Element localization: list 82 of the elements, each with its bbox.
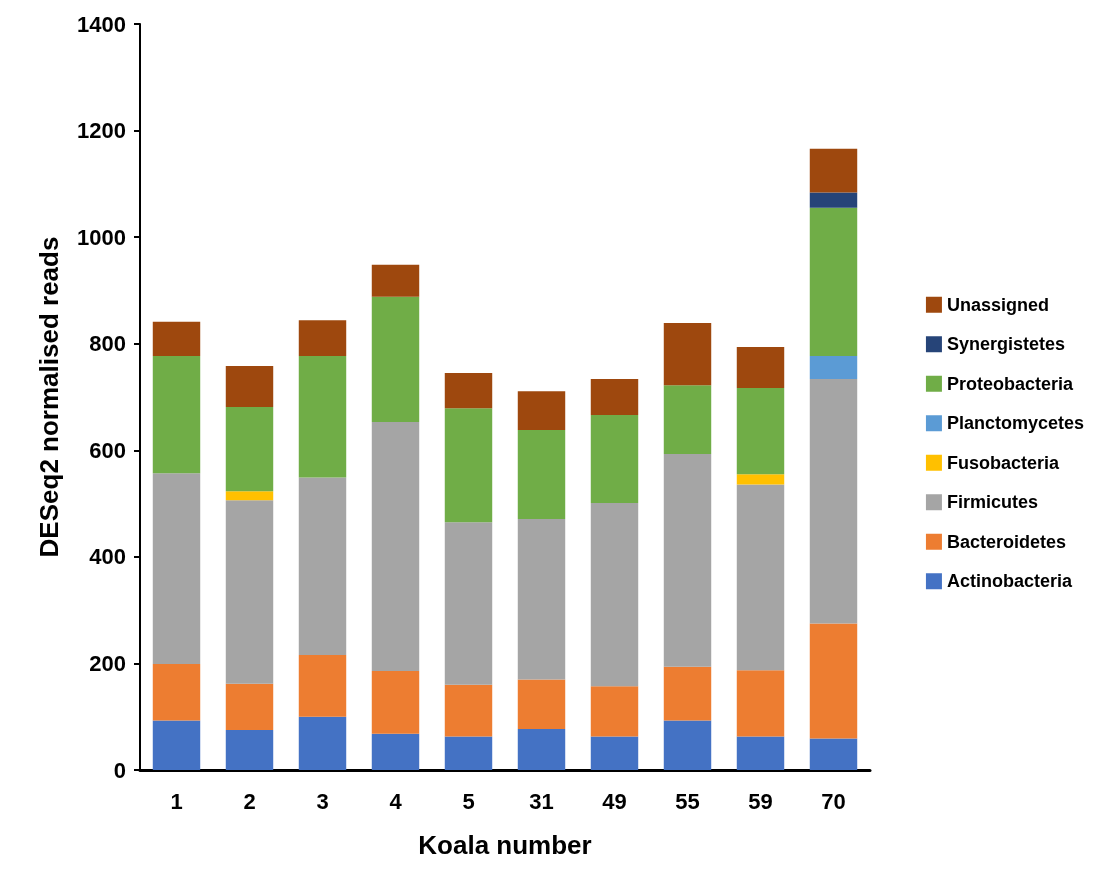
legend-label: Fusobacteria	[946, 452, 1060, 473]
bar	[663, 666, 712, 721]
bar	[225, 500, 274, 684]
bar	[736, 670, 785, 737]
legend-label: Synergistetes	[946, 334, 1065, 355]
x-tick-label: 2	[243, 788, 256, 814]
x-axis-title: Koala number	[418, 830, 592, 860]
bar	[736, 474, 785, 485]
bar	[298, 654, 347, 717]
bar	[371, 422, 420, 671]
bar	[809, 623, 858, 739]
bar	[225, 730, 274, 770]
bar	[517, 679, 566, 729]
legend-label: Unassigned	[946, 294, 1049, 315]
bar	[809, 378, 858, 624]
bar	[590, 378, 639, 416]
bar	[444, 736, 493, 770]
bar	[663, 322, 712, 386]
x-tick-label: 3	[316, 788, 329, 814]
bar	[444, 522, 493, 685]
bar	[225, 683, 274, 731]
bar	[225, 407, 274, 492]
legend-label: Firmicutes	[946, 492, 1038, 513]
y-tick-label: 1200	[77, 118, 126, 144]
bar	[736, 736, 785, 770]
bar	[809, 148, 858, 193]
bar	[444, 373, 493, 409]
bar	[444, 684, 493, 737]
x-tick-label: 49	[602, 788, 627, 814]
bar	[444, 408, 493, 523]
legend-label: Proteobacteria	[946, 373, 1074, 394]
x-tick-label: 55	[675, 788, 700, 814]
bar	[736, 346, 785, 388]
y-tick-label: 1000	[77, 224, 126, 250]
y-tick-label: 200	[89, 650, 126, 676]
bar	[298, 320, 347, 356]
bar	[152, 663, 201, 721]
bar	[371, 733, 420, 770]
legend-label: Actinobacteria	[946, 571, 1073, 592]
y-tick-label: 1400	[77, 11, 126, 37]
bar	[152, 473, 201, 664]
bar	[225, 491, 274, 501]
y-axis-title: DESeq2 normalised reads	[34, 236, 64, 558]
x-tick-label: 31	[529, 788, 554, 814]
y-tick-label: 400	[89, 544, 126, 570]
bar	[517, 519, 566, 680]
y-tick-label: 0	[113, 757, 126, 783]
bar	[517, 728, 566, 770]
y-tick-label: 800	[89, 331, 126, 357]
bar	[663, 454, 712, 667]
legend-label: Bacteroidetes	[946, 531, 1066, 552]
bar	[663, 720, 712, 770]
x-tick-label: 59	[748, 788, 773, 814]
bar	[809, 192, 858, 208]
bar	[371, 296, 420, 423]
bar	[590, 736, 639, 770]
x-tick-label: 5	[462, 788, 475, 814]
bar	[371, 264, 420, 297]
bar	[152, 321, 201, 356]
bar	[663, 385, 712, 455]
bar	[152, 720, 201, 770]
x-tick-label: 1	[170, 788, 183, 814]
bar	[298, 716, 347, 770]
bar	[371, 670, 420, 734]
bar	[590, 686, 639, 737]
bar	[809, 355, 858, 379]
x-tick-label: 4	[389, 788, 403, 814]
bar	[809, 738, 858, 770]
bar	[298, 355, 347, 478]
bar	[590, 415, 639, 504]
bar	[809, 207, 858, 356]
bar	[152, 355, 201, 474]
y-tick-label: 600	[89, 437, 126, 463]
bar	[517, 430, 566, 520]
bar	[225, 366, 274, 408]
bar	[736, 387, 785, 475]
legend-label: Planctomycetes	[946, 413, 1085, 434]
bar	[736, 484, 785, 671]
bar	[517, 391, 566, 431]
bar	[298, 477, 347, 655]
x-tick-label: 70	[821, 788, 846, 814]
bar	[590, 503, 639, 687]
